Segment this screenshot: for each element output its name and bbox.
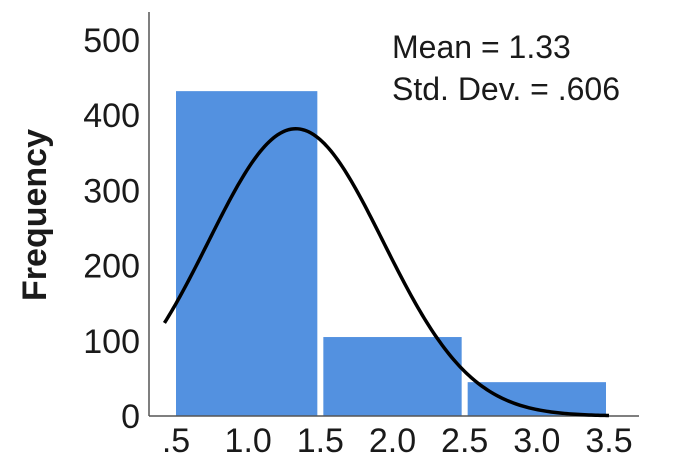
x-tick-label: 1.5 <box>297 422 344 460</box>
x-tick-label: 2.5 <box>441 422 488 460</box>
x-tick-labels: .5 1.0 1.5 2.0 2.5 3.0 3.5 <box>162 422 633 460</box>
x-tick-label: 1.0 <box>225 422 272 460</box>
x-tick-label: 3.5 <box>585 422 632 460</box>
y-tick-label: 500 <box>83 22 140 60</box>
y-tick-label: 300 <box>83 172 140 210</box>
y-tick-label: 0 <box>121 398 140 436</box>
y-tick-label: 100 <box>83 323 140 361</box>
histogram-bar <box>323 337 462 416</box>
y-tick-labels: 0 100 200 300 400 500 <box>83 22 140 436</box>
y-tick-label: 200 <box>83 248 140 286</box>
x-tick-label: .5 <box>162 422 190 460</box>
y-axis-title: Frequency <box>16 129 54 301</box>
x-tick-label: 3.0 <box>513 422 560 460</box>
bars-layer <box>176 91 606 417</box>
axes-layer <box>148 12 639 417</box>
histogram-bar <box>176 91 318 417</box>
std-dev-stat-label: Std. Dev. = .606 <box>392 71 620 107</box>
x-tick-label: 2.0 <box>369 422 416 460</box>
mean-stat-label: Mean = 1.33 <box>392 29 571 65</box>
y-tick-label: 400 <box>83 97 140 135</box>
normal-curve-line <box>162 126 610 418</box>
